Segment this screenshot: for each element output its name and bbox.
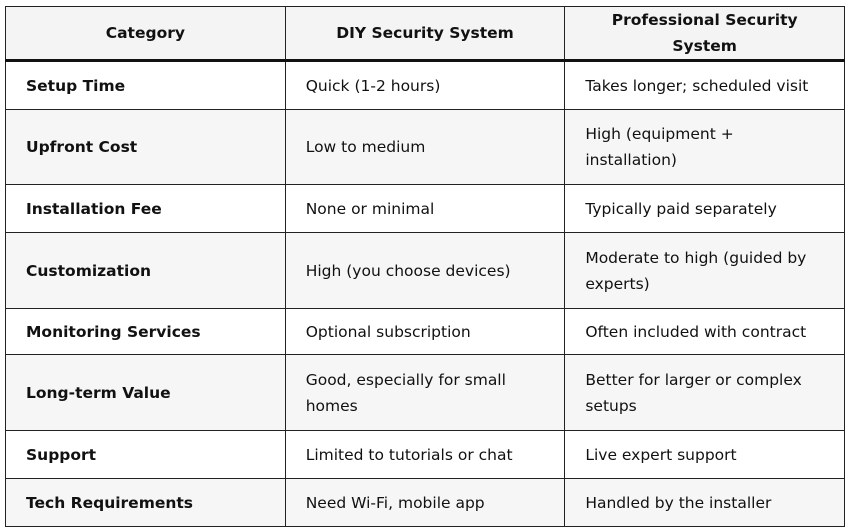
table-row: Tech Requirements Need Wi-Fi, mobile app H…	[5, 478, 845, 527]
table-cell: None or minimal	[284, 184, 566, 233]
table-cell: Often included with contract	[564, 308, 845, 355]
table-cell: Moderate to high (guided by experts)	[564, 232, 845, 309]
column-header: Category	[5, 6, 286, 62]
category-cell: Long-term Value	[5, 354, 286, 431]
table-cell: Takes longer; scheduled visit	[564, 60, 845, 110]
table-cell: Limited to tutorials or chat	[284, 430, 566, 479]
table-row: Support Limited to tutorials or chat Live …	[5, 430, 845, 479]
category-cell: Tech Requirements	[5, 478, 286, 527]
table-row: Installation Fee None or minimal Typically…	[5, 184, 845, 233]
category-cell: Support	[5, 430, 286, 479]
category-cell: Monitoring Services	[5, 308, 286, 355]
table-cell: Optional subscription	[284, 308, 566, 355]
category-cell: Setup Time	[5, 60, 286, 110]
table-cell: Good, especially for small homes	[284, 354, 566, 431]
table-cell: Handled by the installer	[564, 478, 845, 527]
table-cell: Quick (1-2 hours)	[284, 60, 566, 110]
comparison-table: Category DIY Security System Professional …	[5, 6, 845, 527]
header-row: Category DIY Security System Professional …	[5, 6, 845, 62]
table-row: Setup Time Quick (1-2 hours) Takes longer;…	[5, 60, 845, 110]
table-cell: Need Wi-Fi, mobile app	[284, 478, 566, 527]
category-cell: Customization	[5, 232, 286, 309]
category-cell: Upfront Cost	[5, 109, 286, 185]
column-header: Professional Security System	[564, 6, 845, 62]
table-cell: Typically paid separately	[564, 184, 845, 233]
category-cell: Installation Fee	[5, 184, 286, 233]
table-cell: Better for larger or complex setups	[564, 354, 845, 431]
table-row: Monitoring Services Optional subscription…	[5, 308, 845, 355]
table-row: Customization High (you choose devices) Mo…	[5, 232, 845, 309]
table-row: Upfront Cost Low to medium High (equipment…	[5, 109, 845, 185]
table-row: Long-term Value Good, especially for smal…	[5, 354, 845, 431]
table-cell: High (you choose devices)	[284, 232, 566, 309]
column-header: DIY Security System	[284, 6, 566, 62]
table-cell: Live expert support	[564, 430, 845, 479]
table-cell: Low to medium	[284, 109, 566, 185]
table-cell: High (equipment + installation)	[564, 109, 845, 185]
